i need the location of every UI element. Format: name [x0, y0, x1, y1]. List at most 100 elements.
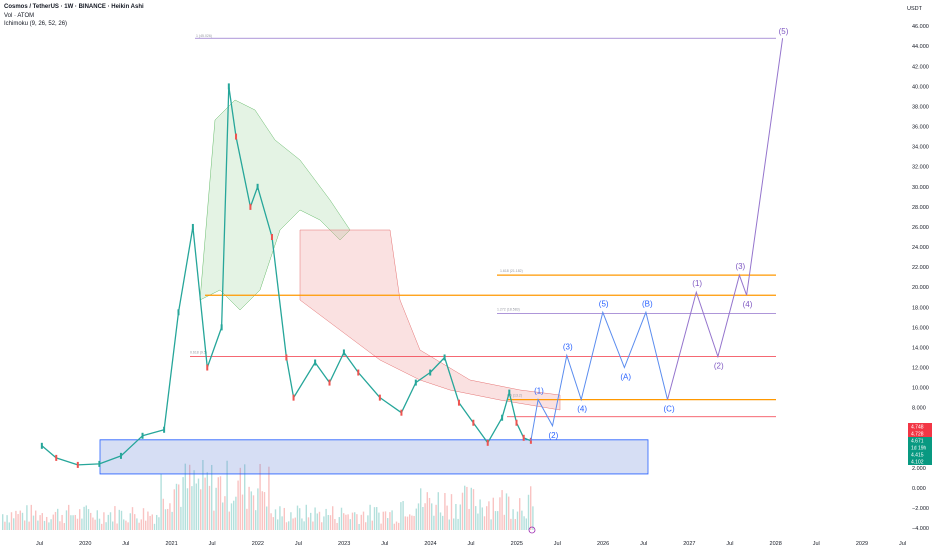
y-axis: 46.000 44.000 42.000 40.000 38.000 36.000 34.0… [905, 0, 932, 550]
volume-bar [4, 521, 6, 530]
volume-bar [494, 511, 497, 530]
y-tick-label: −2.000 [912, 506, 929, 512]
volume-bar [512, 509, 514, 530]
volume-bar [332, 506, 334, 530]
y-tick-label: 20.000 [912, 285, 929, 291]
volume-bar [400, 502, 402, 530]
price-candle [486, 439, 489, 446]
volume-bar [228, 511, 230, 530]
volume-bar [250, 491, 252, 530]
fib-label: 0.618 (9.5) [190, 350, 207, 354]
volume-bar [279, 506, 281, 530]
volume-bar [373, 507, 376, 530]
volume-bar [6, 515, 8, 530]
volume-bar [43, 520, 46, 530]
volume-bar [503, 514, 505, 530]
price-candle [227, 83, 230, 90]
price-tag-label: 4.728 [911, 432, 924, 438]
volume-bar [501, 490, 503, 530]
volume-bar [288, 521, 290, 530]
price-candle [76, 461, 79, 468]
volume-bar [510, 518, 512, 530]
x-tick-label: 2022 [252, 541, 264, 547]
volume-bar [481, 507, 483, 530]
volume-bar [206, 472, 208, 530]
y-tick-label: 0.000 [912, 486, 926, 492]
volume-bar [411, 515, 413, 530]
price-tag [908, 423, 932, 430]
price-candle [508, 389, 511, 396]
volume-bar [98, 518, 101, 530]
volume-bar [182, 477, 184, 530]
wave-label-small: (2) [548, 431, 558, 440]
wave-label-large: (5) [779, 27, 789, 36]
price-candle [285, 354, 288, 361]
volume-indicator[interactable]: Vol · ATOM [4, 12, 35, 19]
volume-bar [477, 513, 479, 530]
volume-bar [136, 518, 138, 530]
volume-bar [68, 504, 70, 530]
volume-bar [10, 512, 13, 530]
x-tick-label: 2020 [79, 541, 91, 547]
volume-bar [158, 517, 160, 530]
volume-bar [169, 503, 171, 530]
y-tick-label: 14.000 [912, 345, 929, 351]
volume-bar [46, 516, 48, 530]
volume-bar [147, 511, 149, 530]
symbol-line[interactable]: Cosmos / TetherUS · 1W · BINANCE · Heiki… [4, 4, 144, 10]
volume-bar [530, 486, 532, 530]
volume-bar [162, 498, 164, 530]
x-tick-label: Jul [122, 541, 129, 547]
volume-bar [246, 508, 248, 530]
volume-bar [393, 523, 395, 530]
volume-bar [160, 474, 162, 530]
price-candle [206, 364, 209, 371]
price-candle [98, 460, 101, 467]
volume-bar [296, 505, 299, 530]
volume-bar [211, 464, 213, 530]
volume-bar [292, 518, 294, 530]
volume-bar [200, 489, 202, 530]
flag-marker-icon[interactable] [528, 526, 536, 534]
price-candle [443, 354, 446, 361]
price-candle [400, 409, 403, 416]
volume-bar [94, 519, 96, 530]
volume-bar [369, 504, 371, 530]
volume-bar [527, 494, 530, 530]
volume-bar [448, 519, 450, 530]
fib-label: 1 (45.026) [196, 34, 212, 38]
volume-bar [497, 511, 499, 530]
volume-bar [76, 518, 79, 530]
price-tag [908, 458, 932, 465]
volume-bar [19, 510, 21, 530]
volume-bar [312, 521, 314, 530]
volume-bar [114, 506, 116, 530]
ichimoku-indicator[interactable]: Ichimoku (9, 26, 52, 26) [4, 21, 68, 27]
chart-legend: Cosmos / TetherUS · 1W · BINANCE · Heiki… [4, 3, 144, 29]
wave-label-small: (5) [599, 299, 609, 308]
volume-bar [508, 496, 510, 530]
x-tick-label: 2023 [338, 541, 350, 547]
volume-bar [340, 507, 343, 530]
volume-bar [395, 521, 398, 530]
volume-bar [516, 511, 519, 530]
price-candle [501, 414, 504, 421]
volume-bar [356, 514, 358, 530]
volume-bar [92, 517, 94, 530]
price-candle [472, 419, 475, 426]
volume-bars [2, 459, 534, 530]
volume-bar [131, 507, 134, 530]
volume-bar [109, 512, 112, 530]
volume-bar [21, 512, 24, 530]
volume-bar [519, 498, 521, 530]
volume-bar [63, 523, 65, 530]
volume-bar [321, 522, 323, 530]
price-candle [249, 203, 252, 210]
volume-bar [433, 515, 435, 530]
volume-bar [13, 518, 15, 530]
volume-bar [455, 503, 457, 530]
volume-bar [461, 492, 464, 530]
volume-bar [420, 488, 422, 530]
volume-bar [59, 521, 61, 530]
